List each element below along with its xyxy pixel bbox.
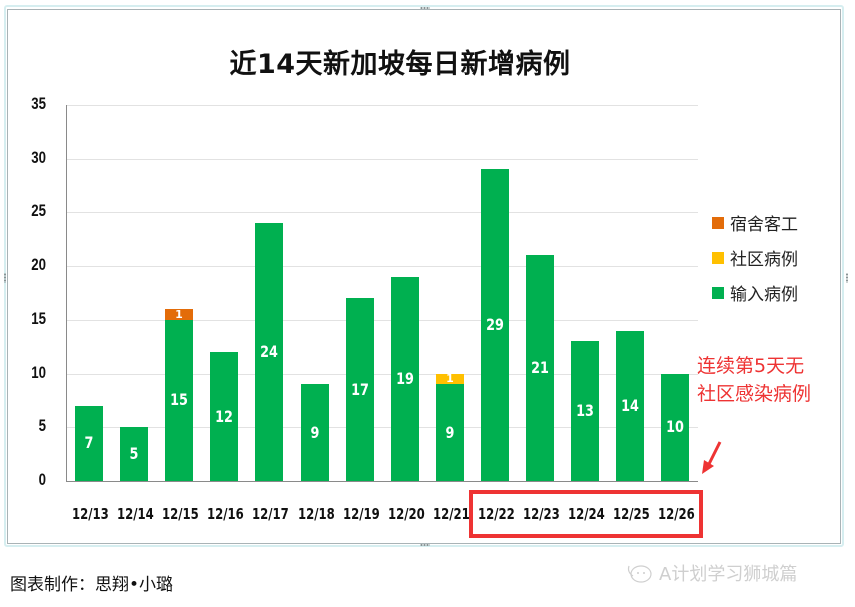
data-label: 19 bbox=[396, 368, 414, 388]
callout-line-2: 社区感染病例 bbox=[697, 383, 812, 405]
x-axis bbox=[66, 481, 698, 482]
legend: 宿舍客工 社区病例 输入病例 bbox=[712, 205, 798, 310]
data-label: 7 bbox=[84, 433, 94, 453]
data-label: 17 bbox=[351, 379, 369, 399]
wechat-logo-icon bbox=[627, 565, 652, 583]
legend-label: 宿舍客工 bbox=[730, 215, 798, 235]
bar-segment[interactable]: 10 bbox=[661, 373, 689, 481]
chart-title: 近14天新加坡每日新增病例 bbox=[229, 49, 571, 80]
bar-segment[interactable]: 29 bbox=[481, 169, 509, 481]
y-tick-label: 5 bbox=[38, 416, 46, 435]
y-tick-label: 15 bbox=[31, 309, 46, 328]
data-label: 15 bbox=[170, 390, 188, 410]
resize-handle-right[interactable] bbox=[845, 273, 849, 283]
y-tick-label: 30 bbox=[31, 148, 46, 167]
legend-swatch-yellow bbox=[712, 251, 724, 264]
x-tick-label: 12/19 bbox=[342, 505, 380, 523]
bar-segment[interactable]: 14 bbox=[616, 330, 644, 481]
x-tick-label: 12/22 bbox=[477, 505, 515, 523]
y-tick-label: 20 bbox=[31, 255, 46, 274]
legend-label: 社区病例 bbox=[730, 250, 798, 270]
gridline bbox=[67, 427, 698, 428]
bar-segment[interactable]: 9 bbox=[436, 384, 464, 481]
bar-segment[interactable]: 9 bbox=[301, 384, 329, 481]
y-axis bbox=[66, 105, 67, 482]
legend-item-community: 社区病例 bbox=[712, 240, 798, 275]
resize-handle-top[interactable] bbox=[420, 6, 430, 10]
legend-label: 输入病例 bbox=[730, 285, 798, 305]
gridline bbox=[67, 320, 698, 321]
x-tick-label: 12/23 bbox=[522, 505, 560, 523]
x-tick-label: 12/20 bbox=[387, 505, 425, 523]
bar-segment[interactable]: 1 bbox=[436, 372, 464, 386]
bar-segment[interactable]: 21 bbox=[526, 255, 554, 481]
data-label: 12 bbox=[215, 406, 233, 426]
bar-segment[interactable]: 12 bbox=[210, 352, 238, 481]
gridline bbox=[67, 159, 698, 160]
bar-segment[interactable]: 7 bbox=[75, 405, 103, 481]
gridline bbox=[67, 374, 698, 375]
highlight-box bbox=[469, 490, 703, 538]
bar-segment[interactable]: 17 bbox=[346, 298, 374, 481]
legend-item-imported: 输入病例 bbox=[712, 275, 798, 310]
y-tick-label: 0 bbox=[38, 470, 46, 489]
legend-swatch-orange bbox=[712, 216, 724, 229]
x-tick-label: 12/15 bbox=[161, 505, 199, 523]
data-label: 24 bbox=[260, 342, 278, 362]
watermark-text: A计划学习狮城篇 bbox=[659, 564, 798, 585]
bar-segment[interactable]: 19 bbox=[391, 276, 419, 481]
x-tick-label: 12/14 bbox=[116, 505, 154, 523]
y-tick-label: 10 bbox=[31, 363, 46, 382]
x-tick-label: 12/25 bbox=[612, 505, 650, 523]
data-label: 14 bbox=[621, 395, 639, 415]
x-tick-label: 12/16 bbox=[206, 505, 244, 523]
bar-segment[interactable]: 24 bbox=[255, 223, 283, 481]
callout-line-1: 连续第5天无 bbox=[697, 355, 805, 377]
gridline bbox=[67, 266, 698, 267]
data-label: 1 bbox=[446, 372, 454, 386]
data-label: 9 bbox=[445, 422, 455, 442]
gridline bbox=[67, 105, 698, 106]
bar-segment[interactable]: 1 bbox=[165, 309, 193, 320]
watermark: A计划学习狮城篇 bbox=[625, 560, 797, 586]
x-tick-label: 12/17 bbox=[251, 505, 289, 523]
resize-handle-left[interactable] bbox=[3, 273, 7, 283]
data-label: 5 bbox=[129, 444, 139, 464]
x-tick-label: 12/26 bbox=[657, 505, 695, 523]
data-label: 21 bbox=[531, 358, 549, 378]
x-tick-label: 12/13 bbox=[71, 505, 109, 523]
arrow-down-left-icon bbox=[702, 441, 722, 474]
resize-handle-bottom[interactable] bbox=[420, 543, 430, 547]
legend-item-dorm-workers: 宿舍客工 bbox=[712, 205, 798, 240]
legend-swatch-green bbox=[712, 286, 724, 299]
bar-segment[interactable]: 5 bbox=[120, 427, 148, 481]
x-tick-label: 12/24 bbox=[567, 505, 605, 523]
x-tick-label: 12/18 bbox=[297, 505, 335, 523]
chart-credit: 图表制作：思翔•小璐 bbox=[10, 575, 174, 595]
bar-segment[interactable]: 13 bbox=[571, 341, 599, 481]
data-label: 9 bbox=[310, 422, 320, 442]
gridline bbox=[67, 212, 698, 213]
y-tick-label: 25 bbox=[31, 201, 46, 220]
annotation-callout: 连续第5天无 社区感染病例 bbox=[697, 352, 811, 408]
data-label: 10 bbox=[666, 417, 684, 437]
y-tick-label: 35 bbox=[31, 94, 46, 113]
bar-segment[interactable]: 15 bbox=[165, 319, 193, 481]
data-label: 13 bbox=[576, 401, 594, 421]
data-label: 29 bbox=[486, 315, 504, 335]
data-label: 1 bbox=[175, 307, 183, 321]
x-tick-label: 12/21 bbox=[432, 505, 470, 523]
